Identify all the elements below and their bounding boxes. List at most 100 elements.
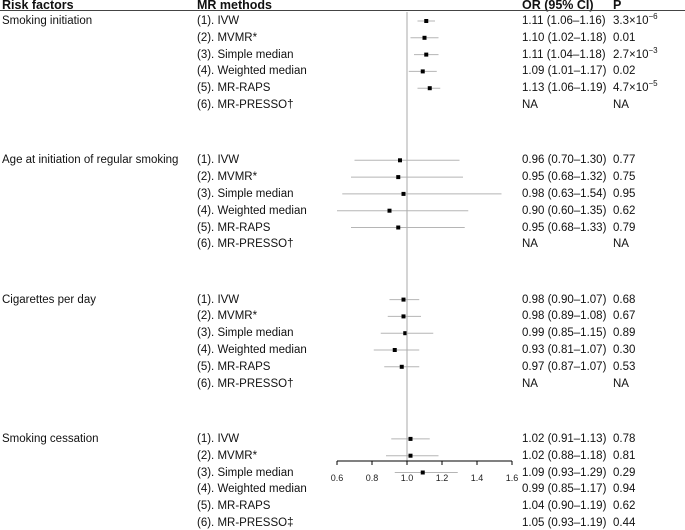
- x-tick-label: 0.8: [366, 473, 379, 483]
- p-value-text: 0.79: [613, 221, 636, 234]
- method-label-text: (6). MR-PRESSO†: [197, 377, 294, 390]
- x-tick-label: 1.4: [471, 473, 484, 483]
- p-value-text: NA: [613, 377, 629, 390]
- p-value: 0.94: [613, 482, 635, 496]
- method-label-text: (3). Simple median: [197, 187, 294, 200]
- p-value: 0.79: [613, 221, 635, 235]
- method-label-text: (1). IVW: [197, 154, 240, 167]
- or-ci-value-text: 0.95 (0.68–1.33): [522, 221, 607, 234]
- or-ci-value: 1.02 (0.91–1.13): [522, 432, 606, 446]
- method-label-text: (6). MR-PRESSO†: [197, 99, 294, 111]
- method-label: (2). MVMR*: [197, 170, 257, 184]
- or-ci-value-text: 0.93 (0.81–1.07): [522, 344, 607, 356]
- or-ci-value: 0.95 (0.68–1.33): [522, 221, 606, 235]
- point-estimate: [399, 364, 404, 369]
- risk-factor-label-text: Smoking initiation: [2, 15, 93, 27]
- p-value-text: 0.53: [613, 360, 636, 373]
- p-value-text: 0.75: [613, 171, 636, 184]
- or-ci-value: 1.10 (1.02–1.18): [522, 31, 606, 45]
- point-estimate: [396, 225, 401, 230]
- or-ci-value: 0.98 (0.89–1.08): [522, 309, 606, 323]
- method-label: (1). IVW: [197, 14, 239, 28]
- p-value-text: 0.77: [613, 154, 636, 167]
- point-estimate: [408, 436, 413, 441]
- risk-factor-label: Smoking cessation: [2, 432, 99, 446]
- p-value-text: 0.81: [613, 449, 636, 462]
- or-ci-value: 1.04 (0.90–1.19): [522, 499, 606, 513]
- method-label-text: (5). MR-RAPS: [197, 500, 271, 513]
- method-label: (2). MVMR*: [197, 31, 257, 45]
- point-estimate: [403, 331, 408, 336]
- or-ci-value-text: 1.13 (1.06–1.19): [522, 82, 607, 95]
- or-ci-value: 1.02 (0.88–1.18): [522, 449, 606, 463]
- p-value: 0.29: [613, 466, 635, 480]
- p-value: 0.77: [613, 153, 635, 167]
- method-label: (5). MR-RAPS: [197, 499, 270, 513]
- or-ci-value-text: 1.09 (1.01–1.17): [522, 65, 607, 78]
- or-ci-value: 1.11 (1.06–1.16): [522, 14, 606, 28]
- p-value-text: 3.3×10: [613, 15, 649, 27]
- or-ci-value-text: 1.05 (0.93–1.19): [522, 516, 607, 529]
- point-estimate: [424, 52, 429, 57]
- method-label: (1). IVW: [197, 153, 239, 167]
- header-risk-factors: Risk factors: [2, 0, 74, 12]
- risk-factor-label-text: Smoking cessation: [2, 432, 99, 445]
- p-value: 0.81: [613, 449, 635, 463]
- method-label-text: (1). IVW: [197, 15, 240, 27]
- method-label-text: (6). MR-PRESSO†: [197, 238, 294, 251]
- method-label-text: (4). Weighted median: [197, 344, 307, 356]
- method-label-text: (6). MR-PRESSO‡: [197, 516, 294, 529]
- x-tick-label: 0.6: [331, 473, 344, 483]
- method-label: (3). Simple median: [197, 466, 294, 480]
- risk-factor-label-text: Cigarettes per day: [2, 293, 96, 306]
- method-label: (6). MR-PRESSO†: [197, 237, 294, 251]
- p-value-text: 0.89: [613, 327, 636, 340]
- p-value-text: 0.01: [613, 31, 636, 44]
- method-label: (2). MVMR*: [197, 449, 257, 463]
- or-ci-value-text: 1.02 (0.88–1.18): [522, 449, 607, 462]
- p-value: 0.30: [613, 343, 635, 357]
- risk-factor-label-text: Age at initiation of regular smoking: [2, 154, 179, 167]
- or-ci-value: 0.98 (0.90–1.07): [522, 293, 606, 307]
- p-value: 0.95: [613, 187, 635, 201]
- risk-factor-label: Age at initiation of regular smoking: [2, 153, 178, 167]
- or-ci-value-text: 0.90 (0.60–1.35): [522, 204, 607, 217]
- point-estimate: [420, 470, 425, 475]
- or-ci-value: 1.05 (0.93–1.19): [522, 516, 606, 530]
- method-label: (6). MR-PRESSO†: [197, 377, 294, 391]
- or-ci-value-text: 0.97 (0.87–1.07): [522, 360, 607, 373]
- or-ci-value: 0.95 (0.68–1.32): [522, 170, 606, 184]
- method-label: (4). Weighted median: [197, 204, 307, 218]
- p-exponent: −6: [648, 12, 658, 22]
- or-ci-value-text: 1.10 (1.02–1.18): [522, 31, 607, 44]
- or-ci-value: 1.13 (1.06–1.19): [522, 81, 606, 95]
- p-value: 0.75: [613, 170, 635, 184]
- p-value-text: 0.29: [613, 466, 636, 479]
- point-estimate: [387, 208, 392, 213]
- x-tick-label: 1.6: [506, 473, 519, 483]
- p-value: 0.01: [613, 31, 635, 45]
- or-ci-value-text: 0.95 (0.68–1.32): [522, 171, 607, 184]
- point-estimate: [424, 19, 429, 23]
- p-value: 0.67: [613, 309, 635, 323]
- point-estimate: [422, 35, 427, 40]
- p-exponent: −5: [648, 79, 658, 89]
- method-label: (4). Weighted median: [197, 64, 307, 78]
- method-label: (4). Weighted median: [197, 343, 307, 357]
- or-ci-value: 0.97 (0.87–1.07): [522, 360, 606, 374]
- method-label-text: (2). MVMR*: [197, 171, 258, 184]
- or-ci-value: 0.90 (0.60–1.35): [522, 204, 606, 218]
- method-label-text: (1). IVW: [197, 293, 240, 306]
- p-value-text: 0.44: [613, 516, 636, 529]
- or-ci-value-text: 1.11 (1.06–1.16): [522, 15, 606, 27]
- or-ci-value: NA: [522, 98, 538, 112]
- method-label-text: (3). Simple median: [197, 327, 294, 340]
- header-p: P: [613, 0, 622, 12]
- method-label: (5). MR-RAPS: [197, 221, 270, 235]
- p-value-text: 0.78: [613, 432, 636, 445]
- or-ci-value: NA: [522, 237, 538, 251]
- p-value-text: 2.7×10: [613, 48, 649, 61]
- method-label-text: (3). Simple median: [197, 466, 294, 479]
- method-label: (5). MR-RAPS: [197, 360, 270, 374]
